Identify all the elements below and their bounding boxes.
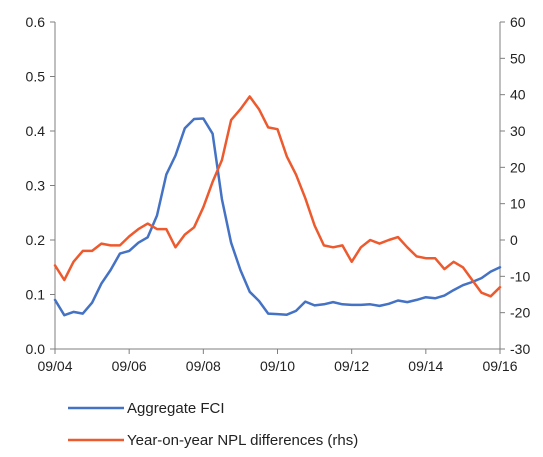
right-tick-label: -10	[510, 268, 530, 284]
legend: Aggregate FCI Year-on-year NPL difference…	[68, 400, 358, 449]
right-tick-label: 60	[510, 14, 526, 30]
x-tick-label: 09/12	[334, 358, 369, 374]
right-tick-label: -30	[510, 341, 530, 357]
x-tick-label: 09/04	[37, 358, 72, 374]
series-line-1	[53, 117, 502, 317]
left-tick-label: 0.0	[26, 341, 46, 357]
left-tick-label: 0.6	[26, 14, 46, 30]
right-tick-label: 40	[510, 87, 526, 103]
x-tick-label: 09/16	[482, 358, 517, 374]
x-tick-label: 09/10	[260, 358, 295, 374]
left-tick-label: 0.4	[26, 123, 46, 139]
x-tick-label: 09/06	[112, 358, 147, 374]
x-tick-label: 09/08	[186, 358, 221, 374]
left-tick-label: 0.2	[26, 232, 46, 248]
axes	[54, 22, 501, 350]
x-tick-label: 09/14	[408, 358, 443, 374]
series-line-2	[53, 95, 502, 298]
right-tick-label: 10	[510, 196, 526, 212]
right-tick-label: 0	[510, 232, 518, 248]
left-axis-ticks: 0.0 0.1 0.2 0.3 0.4 0.5 0.6	[26, 14, 55, 357]
legend-label-2: Year-on-year NPL differences (rhs)	[127, 432, 358, 449]
x-axis-ticks: 09/04 09/06 09/08 09/10 09/12 09/14 09/16	[37, 349, 518, 374]
left-tick-label: 0.1	[26, 287, 46, 303]
right-tick-label: -20	[510, 305, 530, 321]
right-tick-label: 20	[510, 159, 526, 175]
series-layer	[53, 95, 502, 317]
left-tick-label: 0.5	[26, 69, 46, 85]
left-tick-label: 0.3	[26, 178, 46, 194]
right-axis-ticks: -30 -20 -10 0 10 20 30 40 50 60	[500, 14, 530, 357]
legend-label-1: Aggregate FCI	[127, 400, 225, 417]
right-tick-label: 30	[510, 123, 526, 139]
right-tick-label: 50	[510, 50, 526, 66]
